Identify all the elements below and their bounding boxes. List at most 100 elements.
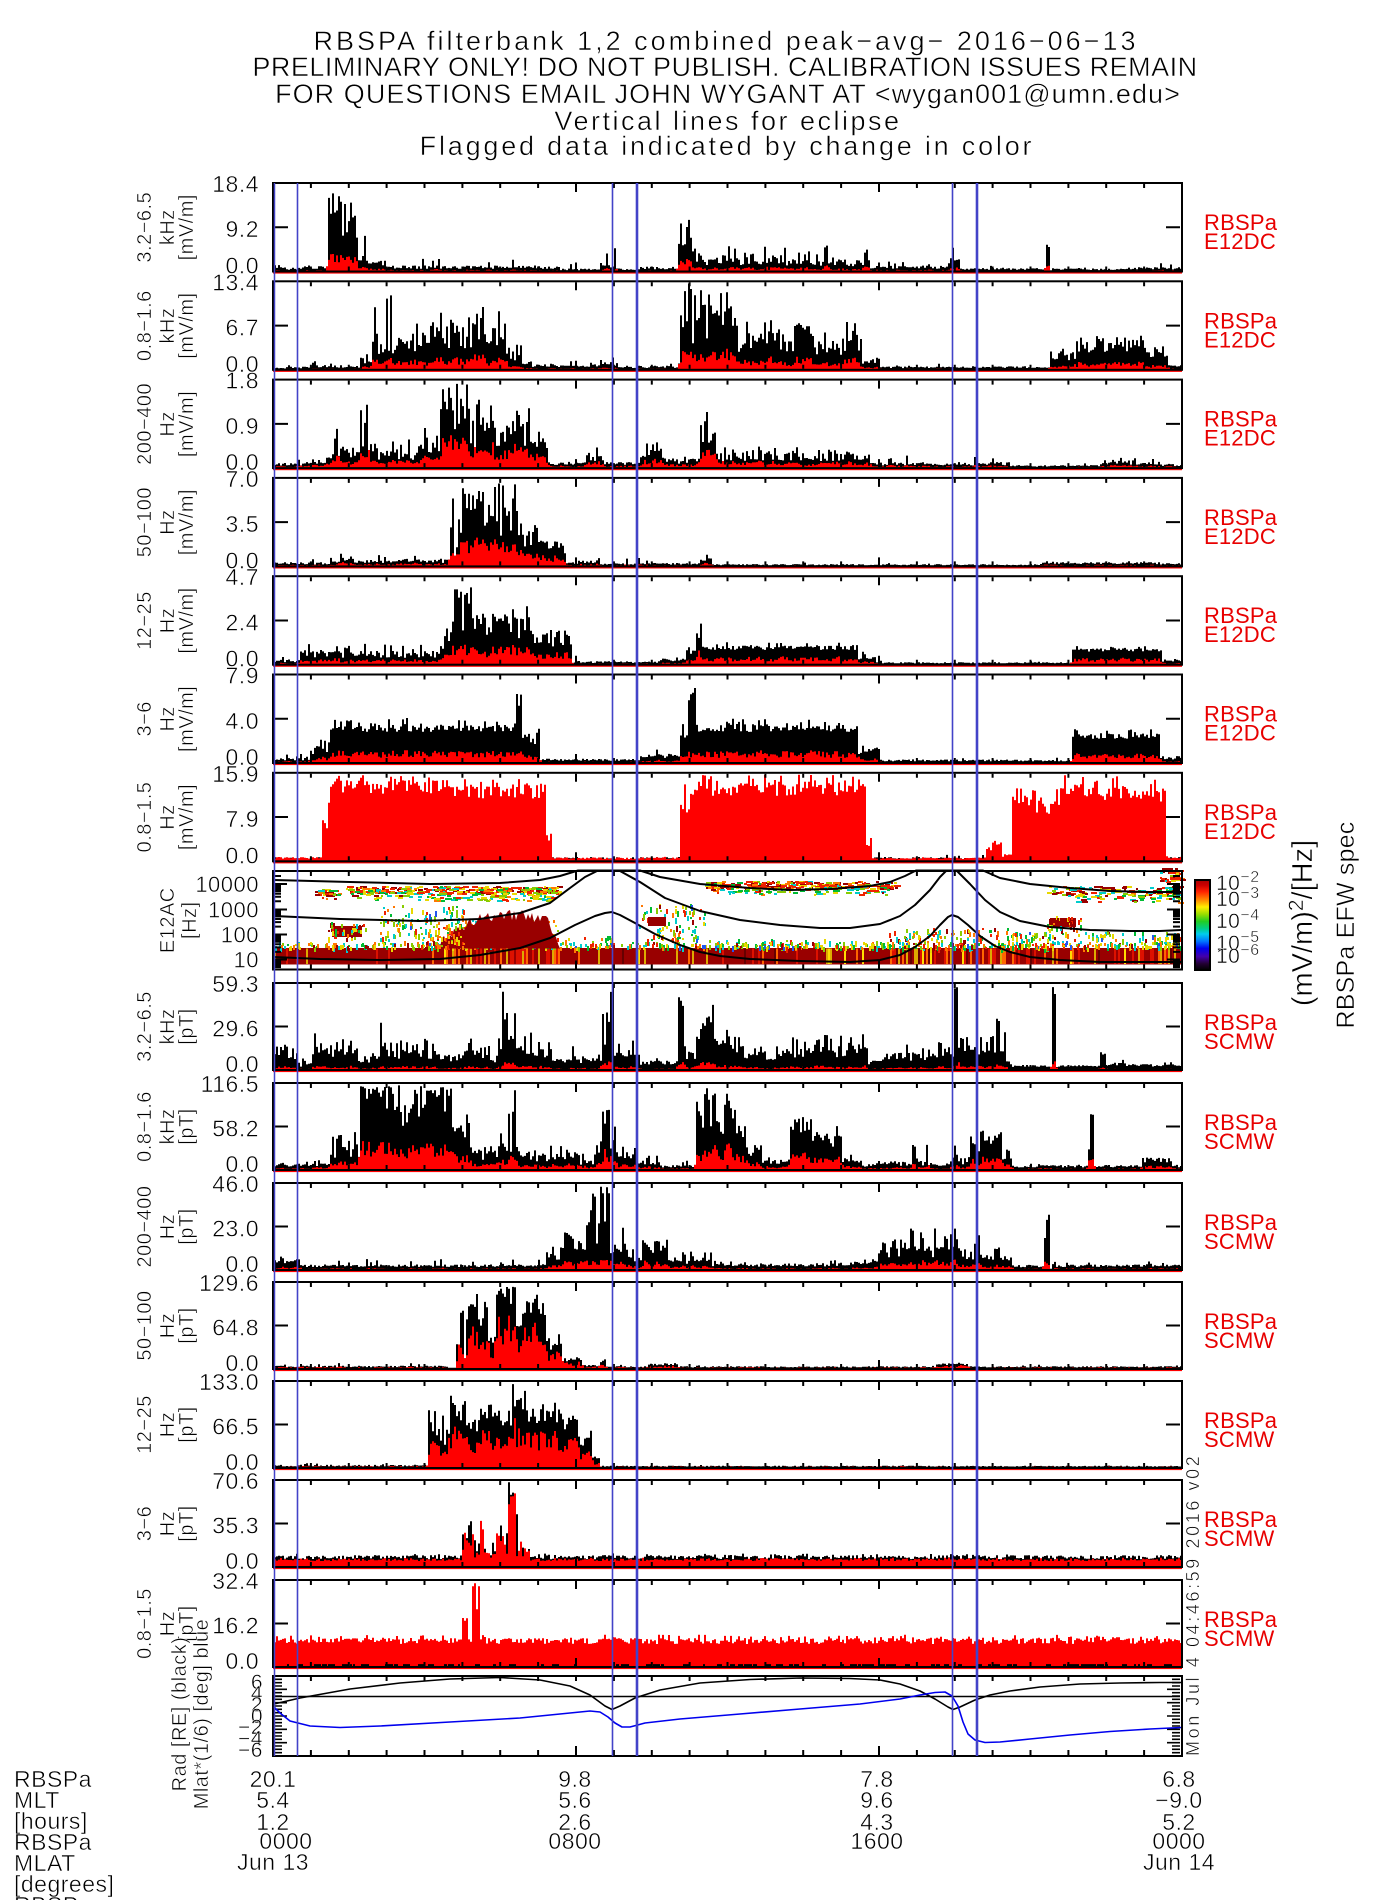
svg-text:[mV/m]: [mV/m]	[176, 587, 198, 653]
svg-text:[pT]: [pT]	[176, 1208, 198, 1244]
svg-text:Hz: Hz	[157, 1412, 179, 1437]
svg-text:0: 0	[251, 1705, 263, 1728]
svg-text:0.0: 0.0	[226, 1151, 259, 1177]
svg-text:RBSPa: RBSPa	[1204, 800, 1278, 825]
svg-text:3.2−6.5: 3.2−6.5	[134, 192, 156, 263]
svg-text:0.8−1.5: 0.8−1.5	[134, 782, 156, 853]
svg-text:SCMW: SCMW	[1204, 1229, 1274, 1254]
svg-text:6: 6	[251, 1671, 263, 1694]
svg-text:29.6: 29.6	[212, 1016, 259, 1042]
svg-text:[pT]: [pT]	[176, 1605, 198, 1641]
svg-text:0800: 0800	[548, 1828, 601, 1854]
svg-text:0.0: 0.0	[226, 1648, 259, 1674]
svg-text:RBSPa: RBSPa	[1204, 702, 1278, 727]
svg-text:5.4: 5.4	[256, 1787, 289, 1813]
svg-text:Hz: Hz	[157, 1611, 179, 1636]
svg-text:16.2: 16.2	[212, 1613, 259, 1639]
svg-text:Jun 14: Jun 14	[1143, 1849, 1215, 1875]
svg-text:0.8−1.6: 0.8−1.6	[134, 290, 156, 361]
svg-text:18.4: 18.4	[212, 171, 259, 197]
svg-text:Mon Jul 4 04:46:59 2016 v02: Mon Jul 4 04:46:59 2016 v02	[1183, 1454, 1203, 1756]
svg-text:7.8: 7.8	[860, 1766, 893, 1792]
svg-text:3.5: 3.5	[226, 511, 259, 537]
svg-text:MLT: MLT	[14, 1787, 60, 1813]
svg-text:35.3: 35.3	[212, 1513, 259, 1539]
svg-text:[mV/m]: [mV/m]	[176, 784, 198, 850]
svg-text:SCMW: SCMW	[1204, 1626, 1274, 1651]
svg-text:58.2: 58.2	[212, 1116, 259, 1142]
svg-text:[degrees]: [degrees]	[14, 1871, 114, 1897]
svg-text:[pT]: [pT]	[176, 1406, 198, 1442]
svg-text:Hz: Hz	[157, 706, 179, 731]
svg-text:0.0: 0.0	[226, 1051, 259, 1077]
svg-text:9.8: 9.8	[558, 1766, 591, 1792]
svg-text:6.7: 6.7	[226, 315, 259, 341]
svg-text:133.0: 133.0	[199, 1369, 259, 1395]
svg-text:kHz: kHz	[157, 209, 179, 245]
svg-text:[mV/m]: [mV/m]	[176, 686, 198, 752]
svg-text:0000: 0000	[259, 1828, 312, 1854]
svg-text:Vertical lines for eclipse: Vertical lines for eclipse	[554, 106, 901, 136]
svg-text:RBSPa: RBSPa	[14, 1766, 92, 1792]
svg-text:5.2: 5.2	[1162, 1809, 1195, 1835]
svg-text:Mlat*(1/6) [deg] blue: Mlat*(1/6) [deg] blue	[191, 1619, 213, 1810]
svg-text:E12DC: E12DC	[1204, 622, 1276, 647]
svg-text:1.2: 1.2	[256, 1809, 289, 1835]
svg-text:−6: −6	[238, 1739, 263, 1762]
svg-text:0.8−1.5: 0.8−1.5	[134, 1588, 156, 1659]
svg-text:0.0: 0.0	[226, 842, 259, 868]
svg-text:7.9: 7.9	[226, 806, 259, 832]
svg-text:kHz: kHz	[157, 1109, 179, 1145]
svg-text:64.8: 64.8	[212, 1315, 259, 1341]
svg-text:0000: 0000	[1152, 1828, 1205, 1854]
svg-text:4: 4	[251, 1682, 263, 1705]
svg-text:RBSPa EFW spec: RBSPa EFW spec	[1332, 821, 1360, 1028]
svg-text:Hz: Hz	[157, 804, 179, 829]
svg-text:7.9: 7.9	[226, 663, 259, 689]
svg-text:116.5: 116.5	[201, 1071, 259, 1097]
svg-text:0.0: 0.0	[226, 449, 259, 475]
svg-text:E12DC: E12DC	[1204, 426, 1276, 451]
svg-text:10: 10	[234, 948, 259, 973]
svg-text:SCMW: SCMW	[1204, 1129, 1274, 1154]
svg-text:0.0: 0.0	[226, 253, 259, 279]
svg-text:[mV/m]: [mV/m]	[176, 292, 198, 358]
svg-text:1.8: 1.8	[226, 368, 259, 394]
svg-text:RBSPa: RBSPa	[1204, 308, 1278, 333]
svg-text:[pT]: [pT]	[176, 1307, 198, 1343]
svg-text:46.0: 46.0	[212, 1171, 259, 1197]
svg-text:[Hz]: [Hz]	[179, 901, 201, 939]
svg-text:Hz: Hz	[157, 509, 179, 534]
svg-text:5.6: 5.6	[558, 1787, 591, 1813]
svg-text:3−6: 3−6	[134, 701, 156, 736]
svg-text:0.0: 0.0	[226, 1350, 259, 1376]
svg-text:RBSPa: RBSPa	[1204, 603, 1278, 628]
svg-text:RBSPa: RBSPa	[1204, 1110, 1278, 1135]
svg-text:−4: −4	[238, 1728, 263, 1751]
svg-text:70.6: 70.6	[212, 1468, 259, 1494]
svg-text:12−25: 12−25	[134, 591, 156, 650]
svg-text:6.8: 6.8	[1162, 1766, 1195, 1792]
svg-text:100: 100	[221, 923, 259, 948]
svg-text:50−100: 50−100	[134, 487, 156, 557]
svg-text:[pT]: [pT]	[176, 1108, 198, 1144]
svg-text:RBSPa: RBSPa	[1204, 210, 1278, 235]
svg-text:RBSPa: RBSPa	[14, 1829, 92, 1855]
svg-text:RBSPa: RBSPa	[1204, 1309, 1278, 1334]
svg-text:Hz: Hz	[157, 1313, 179, 1338]
svg-text:200−400: 200−400	[134, 1186, 156, 1268]
svg-text:kHz: kHz	[157, 1009, 179, 1045]
svg-text:Hz: Hz	[157, 1511, 179, 1536]
svg-text:0.0: 0.0	[226, 646, 259, 672]
svg-text:3−6: 3−6	[134, 1506, 156, 1541]
svg-text:[mV/m]: [mV/m]	[176, 391, 198, 457]
svg-text:4.0: 4.0	[226, 708, 259, 734]
svg-text:−9.0: −9.0	[1155, 1787, 1202, 1813]
svg-text:13.4: 13.4	[212, 269, 259, 295]
svg-text:SCMW: SCMW	[1204, 1526, 1274, 1551]
svg-text:3.2−6.5: 3.2−6.5	[134, 991, 156, 1062]
svg-text:RBSPa: RBSPa	[1204, 1210, 1278, 1235]
svg-text:50−100: 50−100	[134, 1290, 156, 1360]
svg-text:E12DC: E12DC	[1204, 524, 1276, 549]
svg-text:0.0: 0.0	[226, 1251, 259, 1277]
